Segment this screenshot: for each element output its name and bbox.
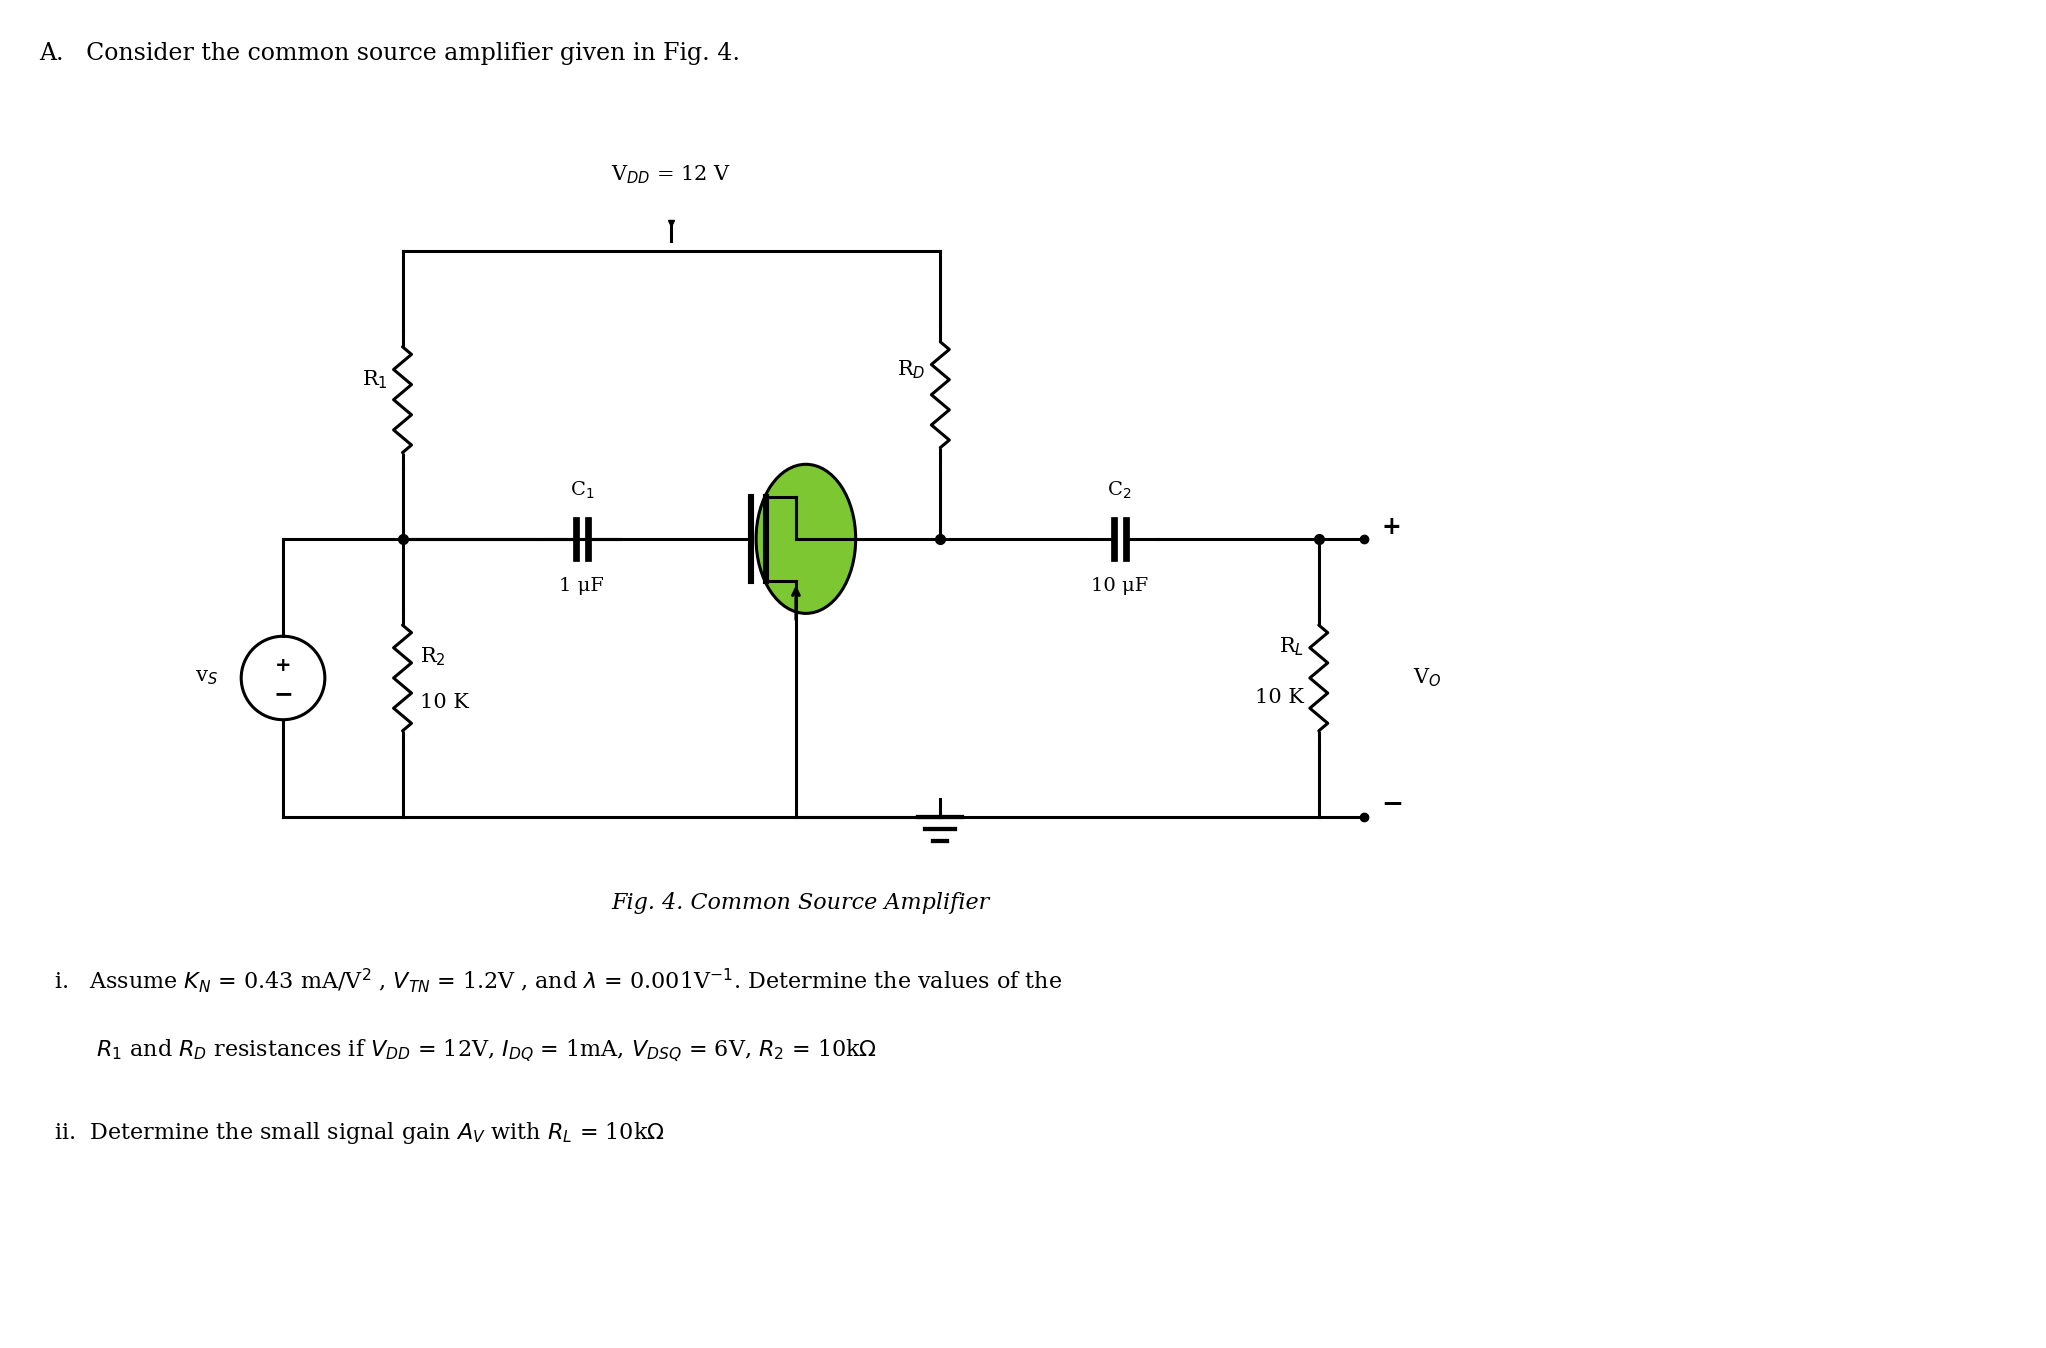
- Text: ii.  Determine the small signal gain $A_V$ with $R_L$ = 10k$\Omega$: ii. Determine the small signal gain $A_V…: [53, 1120, 665, 1146]
- Text: −: −: [1381, 793, 1404, 818]
- Text: +: +: [1381, 515, 1402, 539]
- Text: $R_1$ and $R_D$ resistances if $V_{DD}$ = 12V, $I_{DQ}$ = 1mA, $V_{DSQ}$ = 6V, $: $R_1$ and $R_D$ resistances if $V_{DD}$ …: [53, 1038, 878, 1064]
- Text: 10 K: 10 K: [421, 693, 469, 712]
- Text: A.   Consider the common source amplifier given in Fig. 4.: A. Consider the common source amplifier …: [39, 42, 741, 65]
- Text: +: +: [274, 655, 291, 674]
- Text: v$_S$: v$_S$: [196, 669, 219, 687]
- Text: R$_2$: R$_2$: [421, 646, 446, 669]
- Text: i.   Assume $K_N$ = 0.43 mA/V$^2$ , $V_{TN}$ = 1.2V , and $\lambda$ = 0.001V$^{-: i. Assume $K_N$ = 0.43 mA/V$^2$ , $V_{TN…: [53, 967, 1062, 995]
- Text: −: −: [274, 682, 293, 706]
- Text: V$_O$: V$_O$: [1414, 667, 1442, 689]
- Text: C$_2$: C$_2$: [1107, 480, 1131, 501]
- Text: V$_{DD}$ = 12 V: V$_{DD}$ = 12 V: [612, 163, 730, 186]
- Text: Fig. 4. Common Source Amplifier: Fig. 4. Common Source Amplifier: [612, 891, 990, 914]
- Text: 1 μF: 1 μF: [559, 577, 604, 594]
- Text: R$_D$: R$_D$: [896, 359, 925, 381]
- Text: R$_L$: R$_L$: [1279, 635, 1303, 658]
- Ellipse shape: [757, 464, 855, 613]
- Text: 10 μF: 10 μF: [1091, 577, 1148, 594]
- Text: R$_1$: R$_1$: [362, 368, 387, 391]
- Text: 10 K: 10 K: [1254, 687, 1303, 706]
- Text: C$_1$: C$_1$: [569, 480, 593, 501]
